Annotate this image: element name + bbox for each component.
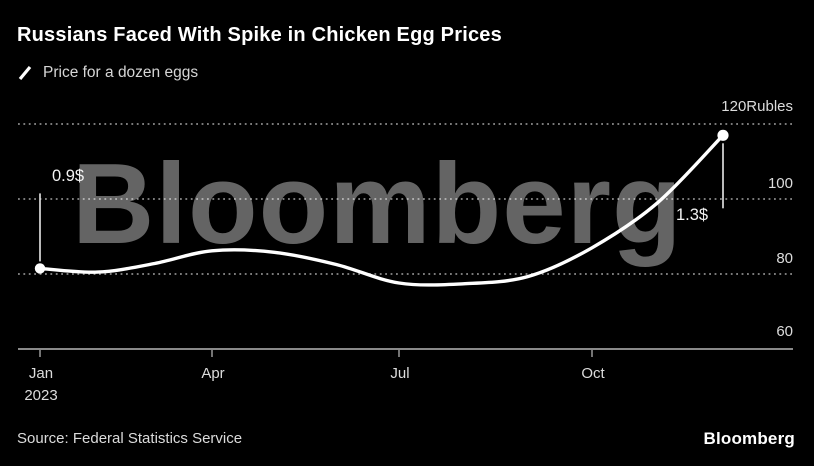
x-tick-label-apr: Apr: [201, 365, 225, 382]
y-tick-label-100: 100: [767, 175, 793, 192]
legend-line-icon: [18, 65, 32, 80]
x-tick-label-oct: Oct: [581, 365, 605, 382]
x-tick-label-jul: Jul: [390, 365, 410, 382]
page-title: Russians Faced With Spike in Chicken Egg…: [17, 24, 502, 46]
x-tick-label-jan: Jan: [28, 365, 54, 382]
legend: Price for a dozen eggs: [17, 64, 198, 82]
bloomberg-watermark: Bloomberg: [72, 141, 683, 268]
y-tick-label-60: 60: [776, 323, 793, 340]
x-axis-year: 2023: [24, 387, 58, 404]
annotation-end-label: 1.3$: [676, 206, 709, 224]
legend-label: Price for a dozen eggs: [43, 64, 199, 81]
y-tick-label-80: 80: [776, 250, 793, 267]
y-tick-label-120: 120Rubles: [721, 98, 793, 115]
annotation-start-label: 0.9$: [52, 167, 85, 185]
bloomberg-logo: Bloomberg: [703, 429, 795, 448]
source-text: Source: Federal Statistics Service: [17, 430, 243, 447]
